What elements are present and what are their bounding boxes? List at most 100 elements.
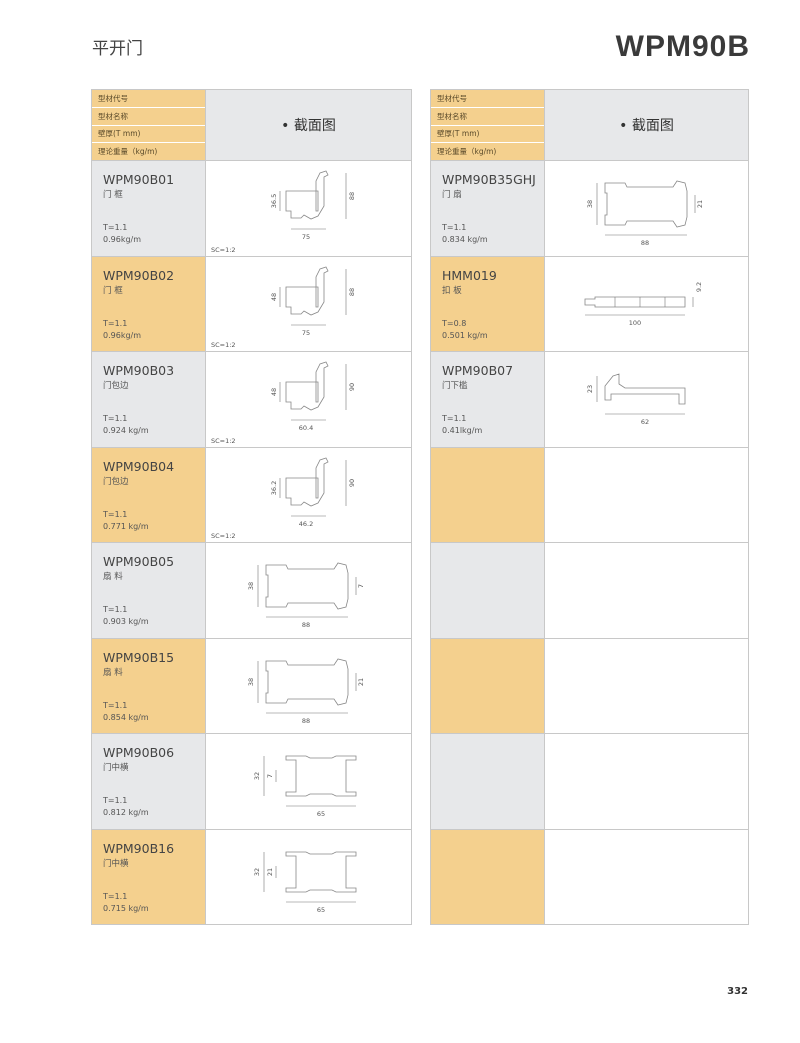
dim-width: 62 xyxy=(641,418,649,426)
header-label: 理论重量（kg/m) xyxy=(437,147,497,157)
header-label: 型材名称 xyxy=(92,108,205,126)
profile-row: WPM90B06 门中横 T=1.1 0.812 kg/m 32 7 65 xyxy=(92,734,411,830)
dim-width: 65 xyxy=(317,810,325,818)
section-drawing-cell: 48 88 75 SC=1:2 xyxy=(205,256,411,351)
dim-width: 75 xyxy=(302,233,310,241)
profile-row xyxy=(431,447,748,543)
profile-name: 门 框 xyxy=(103,190,123,200)
header-label: 壁厚(T mm) xyxy=(92,126,205,144)
dim-width: 100 xyxy=(629,319,641,327)
section-drawing-cell xyxy=(544,447,748,542)
scale-label: SC=1:2 xyxy=(211,532,236,540)
dim-height-total: 90 xyxy=(348,383,356,391)
section-drawing: 48 90 60.4 xyxy=(270,361,356,432)
scale-label: SC=1:2 xyxy=(211,436,236,445)
dim-height: 48 xyxy=(270,388,278,396)
section-drawing-cell xyxy=(544,638,748,733)
section-drawing: 36.2 90 46.2 xyxy=(270,457,356,528)
theoretical-weight: 0.812 kg/m xyxy=(103,808,149,817)
dim-width: 60.4 xyxy=(299,424,313,432)
dim-right: 21 xyxy=(696,200,704,208)
header-labels: 型材代号 型材名称 壁厚(T mm) 理论重量（kg/m) xyxy=(92,90,205,160)
section-drawing: 38 21 88 xyxy=(586,180,704,247)
profile-table-left: 型材代号 型材名称 壁厚(T mm) 理论重量（kg/m) • 截面图 WPM90B01 … xyxy=(91,89,412,925)
dim-width: 65 xyxy=(317,906,325,914)
wall-thickness: T=1.1 xyxy=(442,414,467,423)
table-header: 型材代号 型材名称 壁厚(T mm) 理论重量（kg/m) • 截面图 xyxy=(431,90,748,161)
dim-height-total: 88 xyxy=(348,287,356,295)
profile-name: 门 框 xyxy=(103,285,123,296)
category-title: 平开门 xyxy=(92,39,143,59)
profile-name: 门中横 xyxy=(103,763,129,773)
theoretical-weight: 0.715 kg/m xyxy=(103,903,149,913)
theoretical-weight: 0.41lkg/m xyxy=(442,426,483,435)
wall-thickness: T=1.1 xyxy=(103,223,128,232)
wall-thickness: T=1.1 xyxy=(103,318,128,328)
theoretical-weight: 0.903 kg/m xyxy=(103,617,149,626)
dim-height-total: 90 xyxy=(348,478,356,486)
profile-drawing xyxy=(584,296,686,307)
profile-drawing xyxy=(285,170,329,220)
profile-info xyxy=(431,829,544,924)
profile-info xyxy=(431,447,544,542)
dim-height: 48 xyxy=(270,292,278,300)
profile-info: WPM90B05 扇 料 T=1.1 0.903 kg/m xyxy=(92,543,205,638)
profile-name: 门包边 xyxy=(103,476,129,487)
profile-info xyxy=(431,734,544,829)
section-drawing: 23 62 xyxy=(586,373,686,426)
section-drawing-cell xyxy=(544,543,748,638)
section-drawing-cell: 48 90 60.4 SC=1:2 xyxy=(205,352,411,447)
theoretical-weight: 0.834 kg/m xyxy=(442,235,488,244)
theoretical-weight: 0.501 kg/m xyxy=(442,330,488,340)
table-header: 型材代号 型材名称 壁厚(T mm) 理论重量（kg/m) • 截面图 xyxy=(92,90,411,161)
profile-code: WPM90B03 xyxy=(103,363,175,378)
profile-code: WPM90B02 xyxy=(103,267,175,283)
profile-name: 门包边 xyxy=(103,381,129,391)
profile-info xyxy=(431,638,544,733)
dim-height-total: 88 xyxy=(348,192,356,200)
profile-code: WPM90B16 xyxy=(103,840,175,856)
profile-info: WPM90B02 门 框 T=1.1 0.96kg/m xyxy=(92,256,205,351)
profile-drawing xyxy=(265,658,349,705)
profile-info: WPM90B03 门包边 T=1.1 0.924 kg/m xyxy=(92,352,205,447)
profile-info: WPM90B04 门包边 T=1.1 0.771 kg/m xyxy=(92,447,205,542)
profile-table-right: 型材代号 型材名称 壁厚(T mm) 理论重量（kg/m) • 截面图 WPM90B35G… xyxy=(430,89,749,925)
profile-row: WPM90B03 门包边 T=1.1 0.924 kg/m 48 90 60.4 SC=… xyxy=(92,352,411,448)
profile-info: WPM90B15 扇 料 T=1.1 0.854 kg/m xyxy=(92,638,205,733)
profile-info: WPM90B35GHJ 门 扇 T=1.1 0.834 kg/m xyxy=(431,161,544,256)
dim-inner: 21 xyxy=(266,867,274,875)
profile-info: WPM90B16 门中横 T=1.1 0.715 kg/m xyxy=(92,829,205,924)
profile-drawing xyxy=(285,851,357,892)
profile-drawing xyxy=(265,562,349,610)
profile-code: WPM90B01 xyxy=(103,172,175,187)
section-drawing-cell: 38 21 88 xyxy=(544,161,748,256)
wall-thickness: T=1.1 xyxy=(103,509,128,519)
dim-width: 88 xyxy=(302,717,310,725)
dim-width: 46.2 xyxy=(299,520,313,528)
section-drawing-cell xyxy=(544,829,748,924)
profile-row: WPM90B15 扇 料 T=1.1 0.854 kg/m 38 21 88 xyxy=(92,638,411,734)
section-drawing-cell: 9.2 100 xyxy=(544,256,748,351)
dim-height: 32 xyxy=(253,772,261,780)
wall-thickness: T=1.1 xyxy=(103,891,128,901)
profile-row: WPM90B16 门中横 T=1.1 0.715 kg/m 32 21 65 xyxy=(92,829,411,924)
header-label: 型材代号 xyxy=(431,90,544,108)
profile-row: WPM90B07 门下槛 T=1.1 0.41lkg/m 23 62 xyxy=(431,352,748,448)
profile-info: WPM90B06 门中横 T=1.1 0.812 kg/m xyxy=(92,734,205,829)
profile-row xyxy=(431,638,748,734)
scale-label: SC=1:2 xyxy=(211,341,236,349)
profile-row xyxy=(431,829,748,924)
profile-row: WPM90B35GHJ 门 扇 T=1.1 0.834 kg/m 38 21 88 xyxy=(431,161,748,257)
section-drawing: 32 7 65 xyxy=(253,755,357,818)
profile-row: WPM90B04 门包边 T=1.1 0.771 kg/m 36.2 90 46.2 S… xyxy=(92,447,411,543)
section-title: • 截面图 xyxy=(544,90,748,160)
theoretical-weight: 0.924 kg/m xyxy=(103,426,149,435)
series-code: WPM90B xyxy=(615,30,750,63)
dim-height: 23 xyxy=(586,385,594,393)
section-title: • 截面图 xyxy=(205,90,411,160)
header-label: 型材代号 xyxy=(92,90,205,108)
wall-thickness: T=1.1 xyxy=(103,700,128,710)
section-drawing: 48 88 75 xyxy=(270,266,356,337)
theoretical-weight: 0.771 kg/m xyxy=(103,521,149,531)
